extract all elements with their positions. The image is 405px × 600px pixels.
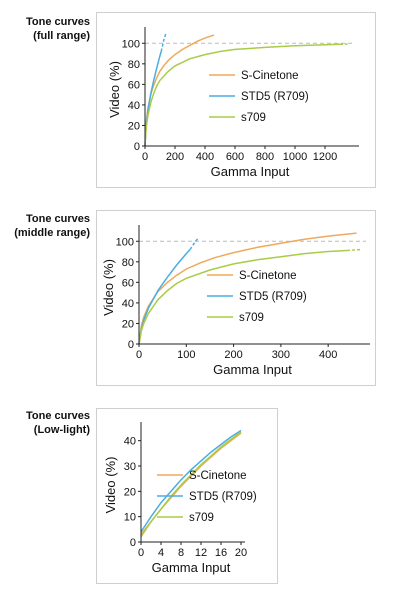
- series-line-std5-r709-: [144, 51, 162, 147]
- x-tick-label: 12: [195, 547, 207, 559]
- y-tick-label: 40: [122, 298, 134, 310]
- series-line-s709: [138, 249, 348, 345]
- x-tick-label: 400: [196, 151, 214, 163]
- panel-title-line2: (middle range): [14, 227, 90, 239]
- x-tick-label: 0: [142, 151, 148, 163]
- y-tick-label: 20: [128, 120, 140, 132]
- x-axis-label: Gamma Input: [213, 362, 292, 377]
- y-tick-label: 100: [116, 236, 134, 248]
- y-tick-label: 100: [122, 38, 140, 50]
- series-line-s709: [144, 43, 341, 147]
- chart-middle-range-svg: 0 20 40 60 80 100 0 100 200 300 400 Gamma Input Vide…: [101, 225, 370, 377]
- x-tick-label: 1200: [313, 151, 337, 163]
- chart-low-light-svg: 0 10 20 30 40 0 4 8 12 16 20 Gamma Input Video (%) S-…: [103, 422, 257, 575]
- legend-label: STD5 (R709): [189, 491, 257, 503]
- series-dashed-std5-r709-: [160, 32, 167, 52]
- x-tick-label: 800: [256, 151, 274, 163]
- legend-label: STD5 (R709): [241, 91, 309, 103]
- x-tick-label: 100: [177, 349, 195, 361]
- y-axis-label: Video (%): [107, 61, 122, 118]
- legend-label: s709: [189, 512, 214, 524]
- x-tick-label: 1000: [283, 151, 307, 163]
- y-tick-label: 0: [134, 141, 140, 153]
- series-line-s-cinetone: [138, 232, 357, 345]
- legend-label: s709: [241, 112, 266, 124]
- series-line-std5-r709-: [138, 248, 191, 345]
- y-axis-label: Video (%): [101, 259, 116, 316]
- x-tick-label: 200: [166, 151, 184, 163]
- y-tick-label: 0: [130, 537, 136, 549]
- x-tick-label: 0: [136, 349, 142, 361]
- x-tick-label: 16: [215, 547, 227, 559]
- x-tick-label: 0: [138, 547, 144, 559]
- panel-title-line1: Tone curves: [26, 410, 90, 422]
- series-dashed-s709: [347, 248, 362, 252]
- y-tick-label: 60: [122, 277, 134, 289]
- legend-label: STD5 (R709): [239, 291, 307, 303]
- y-axis-label: Video (%): [103, 457, 118, 514]
- y-tick-label: 40: [128, 100, 140, 112]
- y-tick-label: 30: [124, 461, 136, 473]
- x-tick-label: 200: [224, 349, 242, 361]
- y-tick-label: 60: [128, 79, 140, 91]
- x-axis-label: Gamma Input: [211, 164, 290, 179]
- panel-title-line1: Tone curves: [26, 213, 90, 225]
- chart-middle-range: 0 20 40 60 80 100 0 100 200 300 400 Gamma Input Vide…: [96, 210, 376, 386]
- y-tick-label: 40: [124, 436, 136, 448]
- chart-full-range: 0 20 40 60 80 100 0 200 400 600 800 1000 1200 Gamma I…: [96, 12, 376, 188]
- legend-label: S-Cinetone: [241, 70, 299, 82]
- x-tick-label: 400: [319, 349, 337, 361]
- legend-label: S-Cinetone: [189, 470, 247, 482]
- x-tick-label: 600: [226, 151, 244, 163]
- panel-title-low-light: Tone curves (Low-light): [0, 409, 90, 437]
- x-tick-label: 20: [235, 547, 247, 559]
- y-tick-label: 20: [124, 486, 136, 498]
- y-tick-label: 20: [122, 318, 134, 330]
- x-tick-label: 4: [158, 547, 164, 559]
- panel-title-line2: (full range): [33, 30, 90, 42]
- legend-label: S-Cinetone: [239, 270, 297, 282]
- y-tick-label: 80: [122, 257, 134, 269]
- legend-label: s709: [239, 312, 264, 324]
- x-tick-label: 300: [272, 349, 290, 361]
- series-line-s709: [140, 431, 242, 538]
- series-line-std5-r709-: [140, 429, 242, 533]
- chart-low-light: 0 10 20 30 40 0 4 8 12 16 20 Gamma Input Video (%) S-…: [96, 408, 278, 584]
- y-tick-label: 80: [128, 59, 140, 71]
- y-tick-label: 10: [124, 512, 136, 524]
- panel-title-line1: Tone curves: [26, 16, 90, 28]
- panel-title-full-range: Tone curves (full range): [0, 15, 90, 43]
- panel-title-line2: (Low-light): [33, 424, 90, 436]
- panel-title-middle-range: Tone curves (middle range): [0, 212, 90, 240]
- series-dashed-std5-r709-: [189, 237, 199, 250]
- x-axis-label: Gamma Input: [152, 560, 231, 575]
- x-tick-label: 8: [178, 547, 184, 559]
- y-tick-label: 0: [128, 339, 134, 351]
